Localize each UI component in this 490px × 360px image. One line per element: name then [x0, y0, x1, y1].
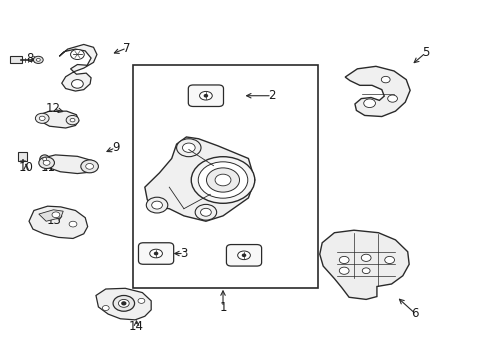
Text: 10: 10 — [19, 161, 33, 174]
Circle shape — [33, 56, 43, 63]
Polygon shape — [320, 230, 409, 300]
Circle shape — [381, 76, 390, 83]
Circle shape — [113, 296, 135, 311]
Text: 8: 8 — [26, 52, 34, 65]
Circle shape — [102, 306, 109, 311]
Text: 5: 5 — [422, 46, 429, 59]
Text: 7: 7 — [123, 41, 130, 54]
Circle shape — [362, 268, 370, 274]
Text: 1: 1 — [219, 301, 227, 314]
Circle shape — [43, 160, 50, 165]
Text: 11: 11 — [41, 161, 56, 174]
Circle shape — [215, 174, 231, 186]
Circle shape — [35, 113, 49, 123]
Bar — [133, 65, 318, 288]
Ellipse shape — [43, 157, 47, 161]
Circle shape — [388, 95, 397, 102]
Circle shape — [69, 221, 77, 227]
Circle shape — [138, 298, 145, 303]
Circle shape — [39, 157, 54, 168]
Text: 2: 2 — [268, 89, 275, 102]
Circle shape — [200, 208, 211, 216]
Circle shape — [70, 118, 75, 122]
Circle shape — [66, 116, 79, 125]
Text: 13: 13 — [47, 214, 62, 227]
Ellipse shape — [238, 251, 250, 260]
FancyBboxPatch shape — [226, 244, 262, 266]
FancyBboxPatch shape — [139, 243, 173, 264]
Circle shape — [204, 95, 207, 97]
Circle shape — [119, 300, 129, 307]
Circle shape — [39, 116, 45, 121]
Text: 6: 6 — [411, 307, 419, 320]
Circle shape — [72, 80, 83, 88]
Circle shape — [71, 49, 84, 59]
Circle shape — [195, 204, 217, 220]
FancyBboxPatch shape — [10, 56, 22, 63]
Polygon shape — [39, 210, 63, 221]
Text: 12: 12 — [46, 103, 61, 116]
Polygon shape — [59, 44, 97, 91]
FancyBboxPatch shape — [188, 85, 223, 107]
Circle shape — [191, 157, 255, 203]
Circle shape — [339, 256, 349, 264]
Circle shape — [198, 162, 248, 198]
Polygon shape — [145, 137, 255, 221]
Ellipse shape — [199, 91, 212, 100]
Circle shape — [36, 58, 40, 61]
Circle shape — [182, 143, 195, 152]
Text: 3: 3 — [180, 247, 188, 260]
Ellipse shape — [150, 249, 162, 258]
Circle shape — [364, 99, 375, 108]
Polygon shape — [41, 155, 97, 174]
Circle shape — [361, 254, 371, 261]
Polygon shape — [37, 111, 79, 128]
Circle shape — [52, 212, 60, 218]
Text: 9: 9 — [112, 141, 119, 154]
Polygon shape — [345, 66, 410, 117]
Circle shape — [122, 302, 126, 305]
Circle shape — [154, 252, 158, 255]
Circle shape — [86, 163, 94, 169]
Text: 4: 4 — [244, 250, 251, 263]
Circle shape — [339, 267, 349, 274]
Circle shape — [152, 201, 162, 209]
Circle shape — [206, 168, 240, 192]
Circle shape — [385, 256, 394, 264]
Text: 14: 14 — [129, 320, 144, 333]
Polygon shape — [29, 206, 88, 238]
Circle shape — [147, 197, 168, 213]
Circle shape — [176, 139, 201, 157]
Ellipse shape — [40, 155, 49, 163]
Circle shape — [243, 254, 245, 256]
FancyBboxPatch shape — [18, 152, 27, 161]
Circle shape — [81, 160, 98, 173]
Polygon shape — [96, 288, 151, 320]
